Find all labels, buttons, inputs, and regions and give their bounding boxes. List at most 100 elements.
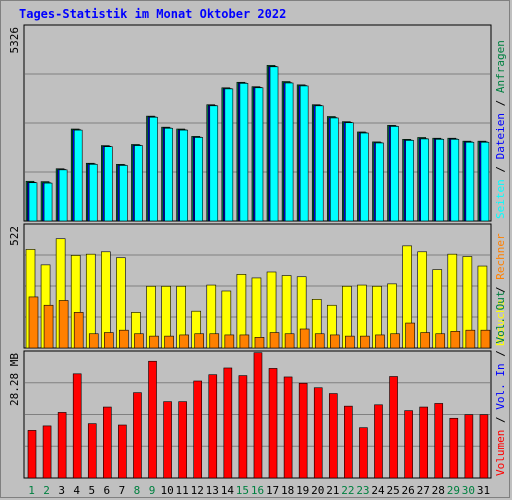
bar-volumen-day-31 bbox=[479, 414, 489, 479]
bar-rechner-day-29 bbox=[450, 331, 461, 349]
bar-seiten-day-23 bbox=[360, 132, 369, 222]
bar-seiten-day-15 bbox=[239, 83, 249, 222]
bar-seiten-day-1 bbox=[28, 182, 38, 222]
bar-volumen-day-1 bbox=[27, 430, 37, 479]
bar-rechner-day-7 bbox=[119, 329, 129, 349]
bar-seiten-day-3 bbox=[58, 169, 68, 222]
legend-item-dateien: Dateien bbox=[494, 113, 507, 159]
bar-volumen-day-4 bbox=[72, 373, 82, 479]
legend-item-volumen: Volumen bbox=[494, 430, 507, 476]
bar-seiten-day-24 bbox=[375, 142, 384, 222]
legend-item-seiten: Seiten bbox=[494, 179, 507, 219]
bar-volumen-day-29 bbox=[449, 417, 459, 479]
bar-volumen-day-9 bbox=[148, 360, 157, 479]
legend-item-rechner: Rechner bbox=[494, 233, 507, 280]
bar-rechner-day-22 bbox=[345, 335, 355, 349]
x-tick-label-20: 20 bbox=[311, 484, 324, 497]
x-tick-label-16: 16 bbox=[251, 484, 264, 497]
bar-rechner-day-11 bbox=[179, 334, 189, 349]
x-tick-label-14: 14 bbox=[221, 484, 235, 497]
x-tick-label-7: 7 bbox=[119, 484, 126, 497]
x-tick-label-26: 26 bbox=[402, 484, 415, 497]
bar-seiten-day-10 bbox=[164, 127, 173, 222]
bar-seiten-day-22 bbox=[345, 122, 354, 222]
x-tick-label-2: 2 bbox=[43, 484, 50, 497]
bar-seiten-day-21 bbox=[329, 117, 339, 222]
x-tick-label-30: 30 bbox=[462, 484, 475, 497]
x-tick-label-13: 13 bbox=[206, 484, 219, 497]
bar-volumen-day-12 bbox=[193, 380, 203, 479]
bar-volumen-day-16 bbox=[253, 352, 263, 479]
bar-rechner-day-30 bbox=[465, 329, 476, 349]
bar-seiten-day-2 bbox=[43, 182, 53, 222]
legend-top: Seiten / Dateien / Anfragen bbox=[494, 40, 507, 219]
bar-seiten-day-30 bbox=[465, 141, 475, 222]
bar-rechner-day-4 bbox=[73, 312, 84, 349]
bar-rechner-day-19 bbox=[299, 328, 310, 349]
bar-rechner-day-12 bbox=[194, 333, 205, 349]
x-tick-label-31: 31 bbox=[477, 484, 490, 497]
bar-rechner-day-2 bbox=[43, 304, 54, 349]
bar-volumen-day-23 bbox=[359, 427, 368, 479]
x-tick-label-12: 12 bbox=[191, 484, 204, 497]
x-tick-label-8: 8 bbox=[134, 484, 141, 497]
legend-item-vol-out: Vol. Out bbox=[494, 291, 507, 344]
y-max-label-middle: 522 bbox=[8, 226, 21, 246]
x-tick-label-9: 9 bbox=[149, 484, 156, 497]
bar-rechner-day-5 bbox=[88, 333, 99, 349]
bar-rechner-day-9 bbox=[149, 335, 159, 349]
x-tick-label-28: 28 bbox=[432, 484, 445, 497]
bar-volumen-day-2 bbox=[42, 425, 52, 479]
bar-volumen-day-27 bbox=[419, 406, 428, 479]
bar-rechner-day-24 bbox=[375, 334, 385, 349]
x-tick-label-15: 15 bbox=[236, 484, 249, 497]
bar-volumen-day-18 bbox=[283, 376, 293, 479]
bar-seiten-day-19 bbox=[299, 85, 309, 222]
x-tick-label-3: 3 bbox=[58, 484, 65, 497]
bar-volumen-day-5 bbox=[87, 423, 97, 479]
legend-separator: / bbox=[494, 93, 507, 113]
bar-volumen-day-21 bbox=[328, 393, 338, 479]
bar-seiten-day-28 bbox=[435, 139, 445, 222]
legend-separator: / bbox=[494, 159, 507, 179]
bar-seiten-day-13 bbox=[209, 105, 219, 222]
x-tick-label-18: 18 bbox=[281, 484, 294, 497]
x-tick-label-19: 19 bbox=[296, 484, 309, 497]
x-tick-label-10: 10 bbox=[160, 484, 173, 497]
legend-separator: / bbox=[494, 410, 507, 430]
bar-rechner-day-27 bbox=[420, 332, 430, 349]
bar-seiten-day-5 bbox=[88, 164, 98, 222]
bar-rechner-day-23 bbox=[360, 335, 370, 349]
bar-rechner-day-13 bbox=[209, 333, 220, 349]
legend-bottom: Volumen / Vol. In / Vol. Out bbox=[494, 291, 507, 476]
bar-rechner-day-15 bbox=[239, 334, 250, 349]
legend-middle: Besuche / Rechner bbox=[494, 233, 507, 346]
bar-volumen-day-14 bbox=[223, 367, 233, 479]
bar-rechner-day-18 bbox=[284, 333, 295, 349]
bar-volumen-day-11 bbox=[178, 401, 187, 479]
bar-seiten-day-12 bbox=[194, 137, 204, 222]
bar-volumen-day-20 bbox=[313, 387, 323, 479]
y-max-label-bottom: 28.28 MB bbox=[8, 353, 21, 406]
bar-volumen-day-19 bbox=[298, 382, 308, 479]
legend-separator: / bbox=[494, 344, 507, 364]
bar-rechner-day-6 bbox=[104, 332, 114, 349]
bar-seiten-day-16 bbox=[254, 87, 264, 222]
bar-volumen-day-6 bbox=[103, 406, 112, 479]
bar-seiten-day-25 bbox=[390, 126, 399, 222]
x-tick-label-17: 17 bbox=[266, 484, 279, 497]
bar-seiten-day-18 bbox=[284, 82, 294, 222]
bar-rechner-day-10 bbox=[164, 335, 174, 349]
y-max-label-top: 5326 bbox=[8, 27, 21, 54]
x-tick-label-29: 29 bbox=[447, 484, 460, 497]
bar-seiten-day-14 bbox=[224, 88, 234, 222]
x-tick-label-24: 24 bbox=[371, 484, 385, 497]
bar-rechner-day-1 bbox=[28, 296, 39, 349]
legend-item-anfragen: Anfragen bbox=[494, 40, 507, 93]
x-tick-label-23: 23 bbox=[356, 484, 369, 497]
bar-seiten-day-8 bbox=[134, 145, 143, 222]
bar-volumen-day-26 bbox=[404, 410, 413, 479]
legend-separator: / bbox=[494, 280, 507, 300]
